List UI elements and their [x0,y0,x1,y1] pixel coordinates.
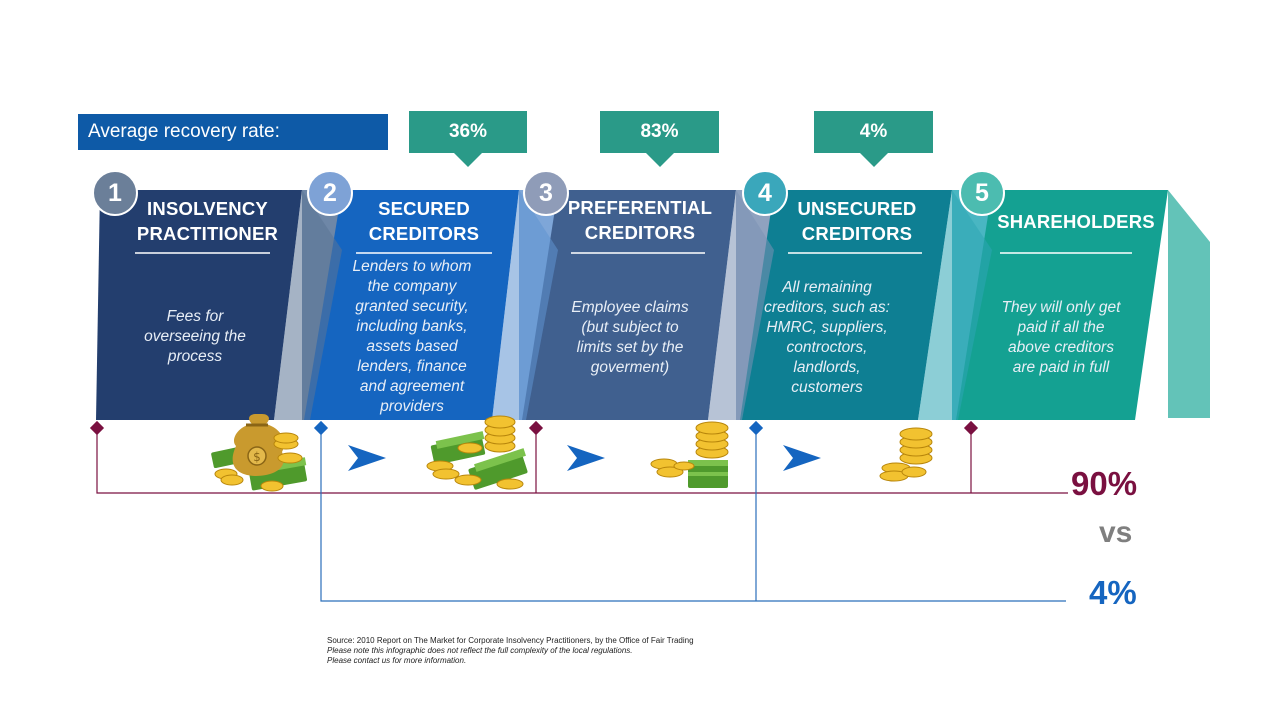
stage-badge-1: 1 [92,170,138,216]
arrow-right-icon [783,445,821,471]
stage-badge-2: 2 [307,170,353,216]
source-notes: Source: 2010 Report on The Market for Co… [327,636,847,666]
connector-5-end [1168,190,1210,418]
rate-callout-unsecured: 4% [814,111,933,167]
marker-diamond-5 [963,420,979,436]
arrow-right-icon [567,445,605,471]
cash-coins-stack-icon [426,415,528,490]
svg-text:$: $ [253,450,261,464]
stage-description-3: Employee claims (but subject to limits set… [571,299,689,376]
rate-callout-secured: 36% [409,111,527,167]
source-line: Source: 2010 Report on The Market for Co… [327,636,694,645]
join-shade-1 [274,190,342,420]
stage-title-4: UNSECURED CREDITORS [797,198,917,244]
stage-panel-1 [96,190,302,420]
rate-value-secured: 36% [448,121,488,142]
coins-stack-icon [879,427,933,482]
average-recovery-rate-label: Average recovery rate: [78,114,388,150]
stage-title-2: SECURED CREDITORS [368,198,480,244]
rate-value-preferential: 83% [640,121,679,142]
comparison-bottom-value: 4% [1089,574,1137,611]
marker-diamond-1 [89,420,105,436]
arrow-right-icon [348,445,386,471]
stage-badge-5: 5 [959,170,1005,216]
join-shade-2 [492,190,558,420]
rate-value-unsecured: 4% [859,121,888,142]
stage-panel-2 [304,190,519,420]
stage-title-5: SHAREHOLDERS [997,211,1155,232]
stage-panel-5 [956,190,1168,420]
stage-badge-4: 4 [742,170,788,216]
join-shade-4 [918,190,992,420]
stage-description-5: They will only get paid if all the above c… [1001,299,1121,376]
join-shade-3 [708,190,774,420]
stage-description-1: Fees for overseeing the process [144,308,246,365]
note-line-2: Please contact us for more information. [327,656,467,665]
stage-panel-3 [522,190,736,420]
comparison-top-value: 90% [1071,465,1138,502]
marker-diamond-2 [313,420,329,436]
marker-diamond-4 [748,420,764,436]
stage-description-2: Lenders to whom the company granted securi… [352,258,472,415]
marker-diamond-3 [528,420,544,436]
coins-cash-icon [650,421,729,488]
stage-title-1: INSOLVENCY PRACTITIONER [136,198,279,244]
stage-description-4: All remaining creditors, such as: HMRC, su… [764,279,890,396]
bracket-90 [96,428,1068,494]
stage-panel-4 [740,190,952,420]
stage-badge-3: 3 [523,170,569,216]
bracket-4 [320,428,1066,602]
note-line-1: Please note this infographic does not re… [327,646,633,655]
comparison-vs-label: vs [1099,516,1133,549]
money-bag-coins-icon: $ [211,414,307,492]
rate-callout-preferential: 83% [600,111,719,167]
stage-title-3: PREFERENTIAL CREDITORS [567,197,713,243]
